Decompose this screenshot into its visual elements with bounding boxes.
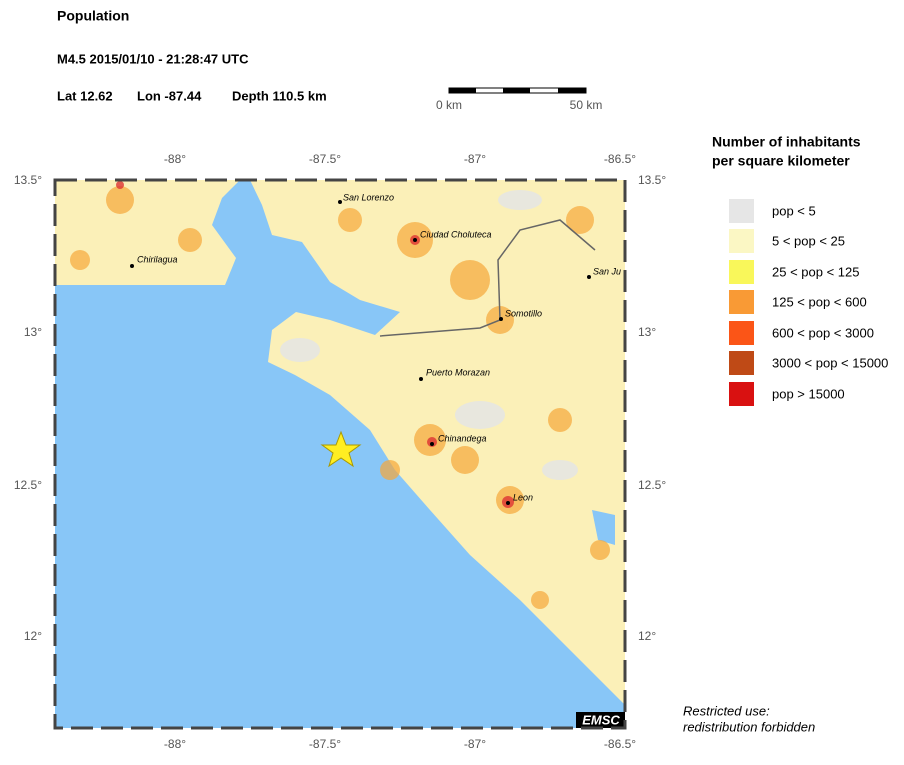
legend-title: per square kilometer [712, 153, 850, 169]
legend-item: pop < 5 [772, 203, 816, 218]
x-tick-label: -86.5° [604, 737, 636, 751]
x-tick-label: -87° [464, 737, 486, 751]
y-tick-label: 13° [24, 325, 42, 339]
x-tick-label: -88° [164, 152, 186, 166]
epicenter [320, 430, 362, 468]
y-tick-label: 12.5° [638, 478, 666, 492]
scale-bar: 0 km 50 km [436, 87, 603, 112]
city-label: San Ju [593, 266, 621, 276]
y-tick-label: 13° [638, 325, 656, 339]
event: M4.5 2015/01/10 - 21:28:47 UTC [57, 51, 249, 66]
legend-item: 125 < pop < 600 [772, 294, 867, 309]
footer: redistribution forbidden [683, 719, 815, 734]
city-label: Leon [513, 492, 533, 502]
city-label: San Lorenzo [343, 192, 394, 202]
city-label: Chinandega [438, 433, 487, 443]
scale-start: 0 km [436, 98, 462, 112]
lat: Lat 12.62 [57, 88, 113, 103]
scale-end: 50 km [570, 98, 603, 112]
y-tick-label: 12° [638, 629, 656, 643]
legend-item: pop > 15000 [772, 386, 845, 401]
map: San Lorenzo Ciudad Choluteca Chirilagua … [14, 152, 667, 751]
y-tick-label: 13.5° [638, 173, 666, 187]
footer: Restricted use: [683, 703, 770, 718]
y-tick-label: 12.5° [14, 478, 42, 492]
legend-title: Number of inhabitants [712, 134, 861, 150]
y-tick-label: 12° [24, 629, 42, 643]
lon: Lon -87.44 [137, 88, 202, 103]
depth: Depth 110.5 km [232, 88, 327, 103]
land [55, 180, 240, 285]
legend-item: 600 < pop < 3000 [772, 325, 874, 340]
city-label: Ciudad Choluteca [420, 229, 492, 239]
city-label: Puerto Morazan [426, 367, 490, 377]
title: Population [57, 8, 129, 24]
x-tick-label: -86.5° [604, 152, 636, 166]
city-label: Chirilagua [137, 254, 178, 264]
x-tick-label: -88° [164, 737, 186, 751]
x-tick-label: -87° [464, 152, 486, 166]
logo: EMSC [582, 712, 620, 727]
city-label: Somotillo [505, 308, 542, 318]
legend-item: 5 < pop < 25 [772, 233, 845, 248]
y-tick-label: 13.5° [14, 173, 42, 187]
legend-item: 25 < pop < 125 [772, 264, 859, 279]
legend-item: 3000 < pop < 15000 [772, 355, 888, 370]
legend: Number of inhabitants per square kilomet… [712, 134, 888, 406]
x-tick-label: -87.5° [309, 152, 341, 166]
x-tick-label: -87.5° [309, 737, 341, 751]
